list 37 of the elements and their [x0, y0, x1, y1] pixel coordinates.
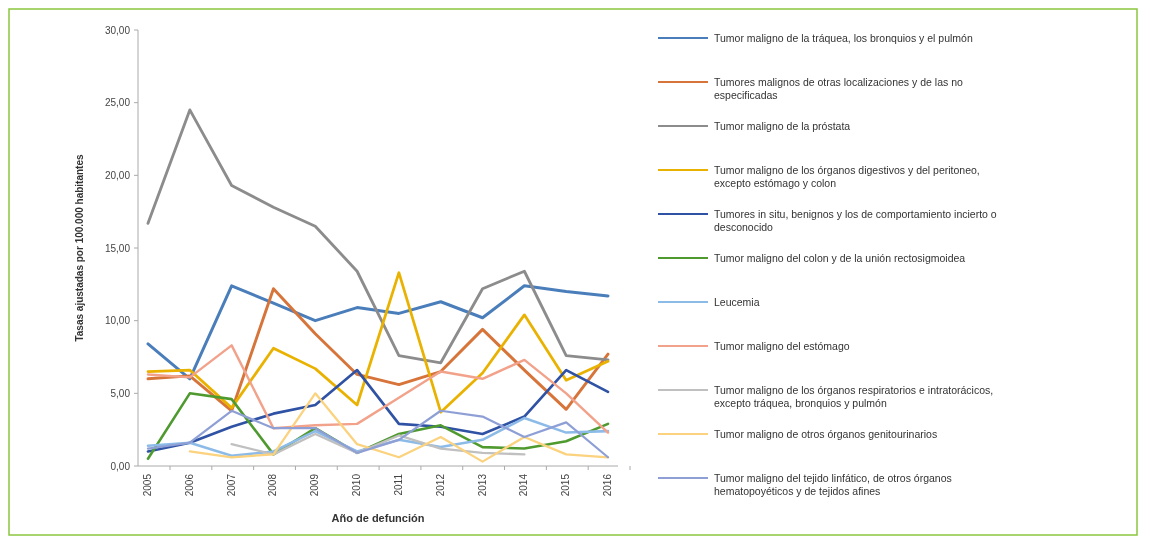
x-tick-label: 2013 — [476, 473, 488, 497]
x-tick-label: 2008 — [267, 473, 279, 497]
legend-label: Tumores in situ, benignos y los de comportamiento incierto o desconocido — [714, 207, 997, 233]
legend-label: Leucemia — [714, 295, 760, 308]
y-tick-label: 0,00 — [110, 460, 131, 472]
x-tick-label: 2005 — [142, 473, 153, 497]
legend-label: Tumores malignos de otras localizaciones y de las no especificadas — [714, 75, 963, 101]
x-tick-label: 2007 — [225, 473, 237, 497]
x-tick-label: 2014 — [518, 473, 530, 497]
line-series — [146, 108, 610, 365]
y-tick-label: 25,00 — [104, 97, 131, 109]
legend-label: Tumor maligno de otros órganos genitourinarios — [714, 427, 938, 440]
y-tick-label: 20,00 — [104, 169, 131, 181]
y-axis-title: Tasas ajustadas por 100.000 habitantes — [74, 154, 85, 342]
x-tick-label: 2009 — [309, 473, 321, 497]
legend-label: Tumor maligno de la tráquea, los bronquios y el pulmón — [714, 31, 973, 44]
line-series — [230, 432, 526, 456]
line-series — [146, 409, 610, 459]
y-tick-label: 30,00 — [104, 24, 131, 36]
x-axis-title: Año de defunción — [331, 512, 425, 524]
x-tick-label: 2016 — [602, 473, 613, 497]
line-series — [146, 284, 610, 381]
y-tick-label: 5,00 — [110, 387, 131, 399]
x-tick-label: 2012 — [434, 473, 446, 497]
legend-label: Tumor maligno del tejido linfático, de otros órganos hematopoyéticos y de tejidos afines — [714, 471, 952, 497]
legend-label: Tumor maligno del estómago — [714, 339, 850, 352]
legend-label: Tumor maligno del colon y de la unión rectosigmoidea — [714, 251, 966, 264]
y-tick-label: 10,00 — [104, 315, 131, 327]
x-tick-label: 2011 — [392, 473, 404, 496]
x-tick-label: 2015 — [560, 473, 572, 497]
legend-label: Tumor maligno de la próstata — [714, 119, 851, 132]
x-tick-label: 2010 — [351, 473, 363, 497]
legend-label: Tumor maligno de los órganos respiratorios e intratorácicos, excepto tráquea, bronquios y pulmón — [714, 383, 994, 409]
x-tick-label: 2006 — [183, 473, 195, 497]
y-tick-label: 15,00 — [104, 242, 131, 254]
line-series — [146, 344, 610, 434]
legend-label: Tumor maligno de los órganos digestivos y del peritoneo, excepto estómago y colon — [714, 163, 980, 189]
